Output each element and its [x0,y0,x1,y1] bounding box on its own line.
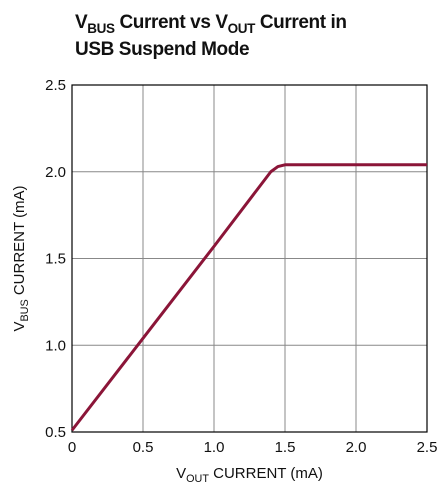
label-part: CURRENT (mA) [11,185,28,299]
title-part: BUS [87,21,115,36]
title-part: V [75,12,88,33]
subscript: BUS [19,299,31,321]
x-tick-label: 0.5 [133,439,154,456]
y-tick-label: 2.5 [45,77,66,94]
subscript: OUT [186,473,209,485]
chart-title: VBUS Current vs VOUT Current in [75,12,347,36]
label-part: V [176,465,186,482]
x-tick-label: 2.0 [346,439,367,456]
y-tick-label: 1.0 [45,337,66,354]
x-tick-label: 1.5 [275,439,296,456]
y-axis-label: VBUS CURRENT (mA) [11,185,31,331]
x-tick-label: 0 [68,439,76,456]
title-part: OUT [228,21,256,36]
title-part: Current vs V [115,12,229,33]
label-part: CURRENT (mA) [209,465,323,482]
y-tick-label: 1.5 [45,251,66,268]
y-tick-label: 0.5 [45,424,66,441]
label-part: V [11,322,28,332]
y-tick-label: 2.0 [45,164,66,181]
x-axis-label: VOUT CURRENT (mA) [176,465,323,485]
x-tick-label: 2.5 [417,439,437,456]
data-line [70,163,427,432]
x-tick-label: 1.0 [204,439,225,456]
plot-frame [71,84,428,433]
title-part: Current in [255,12,347,33]
chart-title: USB Suspend Mode [75,39,249,60]
